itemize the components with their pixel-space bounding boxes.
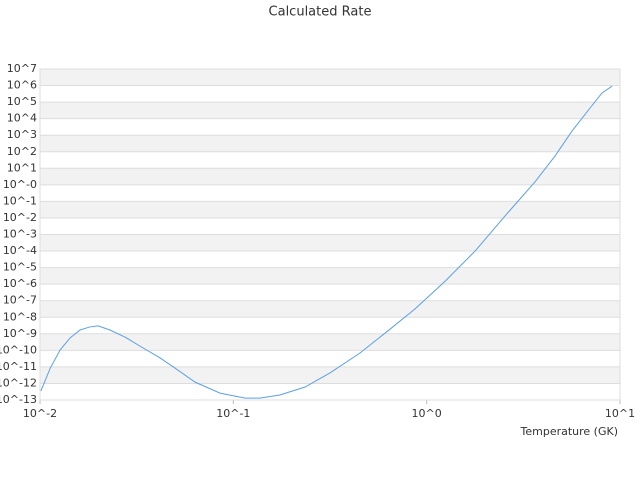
y-tick-label: 10^4	[7, 112, 37, 125]
y-tick-label: 10^7	[7, 62, 37, 75]
x-axis-label: Temperature (GK)	[520, 425, 619, 438]
grid-band	[40, 366, 620, 384]
y-tick-label: 10^1	[7, 161, 37, 174]
x-tick-label: 10^-2	[23, 407, 57, 420]
plot-frame	[39, 68, 621, 401]
grid-band	[40, 201, 620, 218]
y-tick-label: 10^-7	[3, 294, 37, 307]
y-tick-label: 10^2	[7, 145, 37, 158]
chart-title: Calculated Rate	[269, 5, 372, 20]
x-tick-label: 10^-1	[216, 407, 250, 420]
y-tick-label: 10^-13	[0, 393, 37, 406]
y-tick-label: 10^-9	[3, 327, 37, 340]
grid-band	[40, 135, 620, 152]
grid-band	[40, 300, 620, 318]
y-tick-label: 10^-5	[3, 261, 37, 274]
data-line	[40, 85, 613, 399]
y-tick-label: 10^3	[7, 128, 37, 141]
y-tick-label: 10^5	[7, 95, 37, 108]
y-tick-label: 10^-12	[0, 376, 37, 389]
y-tick-label: 10^-0	[3, 178, 37, 191]
y-tick-label: 10^-2	[3, 211, 37, 224]
grid-band	[40, 168, 620, 185]
x-tick-label: 10^0	[412, 407, 442, 420]
y-tick-label: 10^6	[7, 79, 37, 92]
y-tick-label: 10^-6	[3, 277, 37, 290]
grid	[40, 68, 620, 401]
y-tick-label: 10^-1	[3, 194, 37, 207]
y-tick-label: 10^-3	[3, 228, 37, 241]
y-tick-label: 10^-4	[3, 244, 37, 257]
grid-band	[40, 333, 620, 351]
x-tick-label: 10^1	[605, 407, 635, 420]
y-tick-label: 10^-10	[0, 343, 37, 356]
grid-band	[40, 69, 620, 86]
grid-band	[40, 267, 620, 285]
grid-band	[40, 102, 620, 119]
y-tick-label: 10^-8	[3, 310, 37, 323]
y-tick-label: 10^-11	[0, 360, 37, 373]
grid-band	[40, 234, 620, 252]
